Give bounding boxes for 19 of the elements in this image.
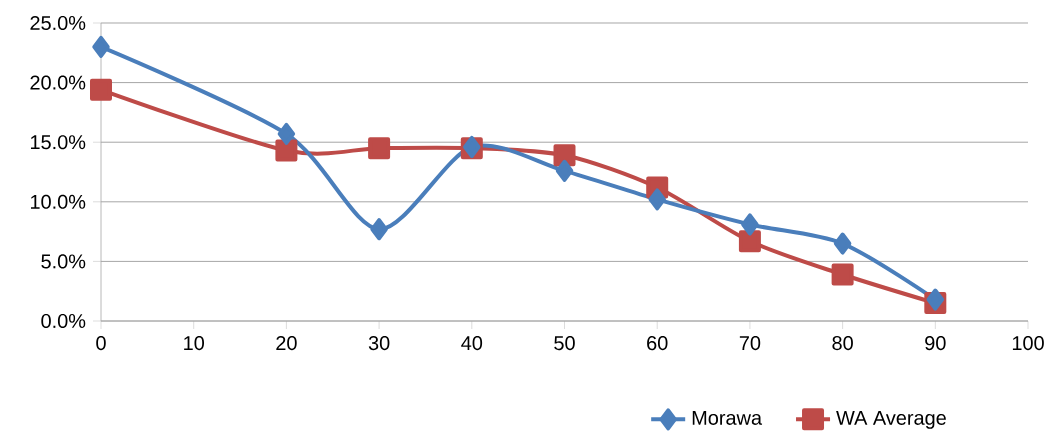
- y-tick-label: 15.0%: [30, 135, 86, 150]
- y-tick-label: 0.0%: [41, 313, 86, 329]
- x-tick-label: 30: [368, 336, 390, 351]
- x-tick-label: 60: [647, 336, 668, 351]
- x-tick-label: 80: [832, 336, 853, 351]
- x-tick-label: 70: [739, 336, 761, 351]
- y-tick-label: 10.0%: [30, 194, 86, 209]
- x-tick-label: 0: [96, 336, 106, 351]
- legend-label: WA Average: [836, 410, 946, 429]
- x-tick-label: 90: [925, 336, 946, 351]
- y-tick-label: 20.0%: [30, 75, 86, 90]
- x-tick-label: 50: [554, 336, 575, 351]
- x-tick-label: 40: [461, 336, 483, 351]
- y-tick-label: 5.0%: [41, 254, 86, 269]
- x-tick-label: 10: [184, 336, 205, 351]
- legend-label: Morawa: [692, 410, 763, 425]
- x-tick-label: 20: [276, 336, 297, 351]
- y-tick-label: 25.0%: [30, 15, 86, 31]
- x-tick-label: 100: [1012, 336, 1044, 351]
